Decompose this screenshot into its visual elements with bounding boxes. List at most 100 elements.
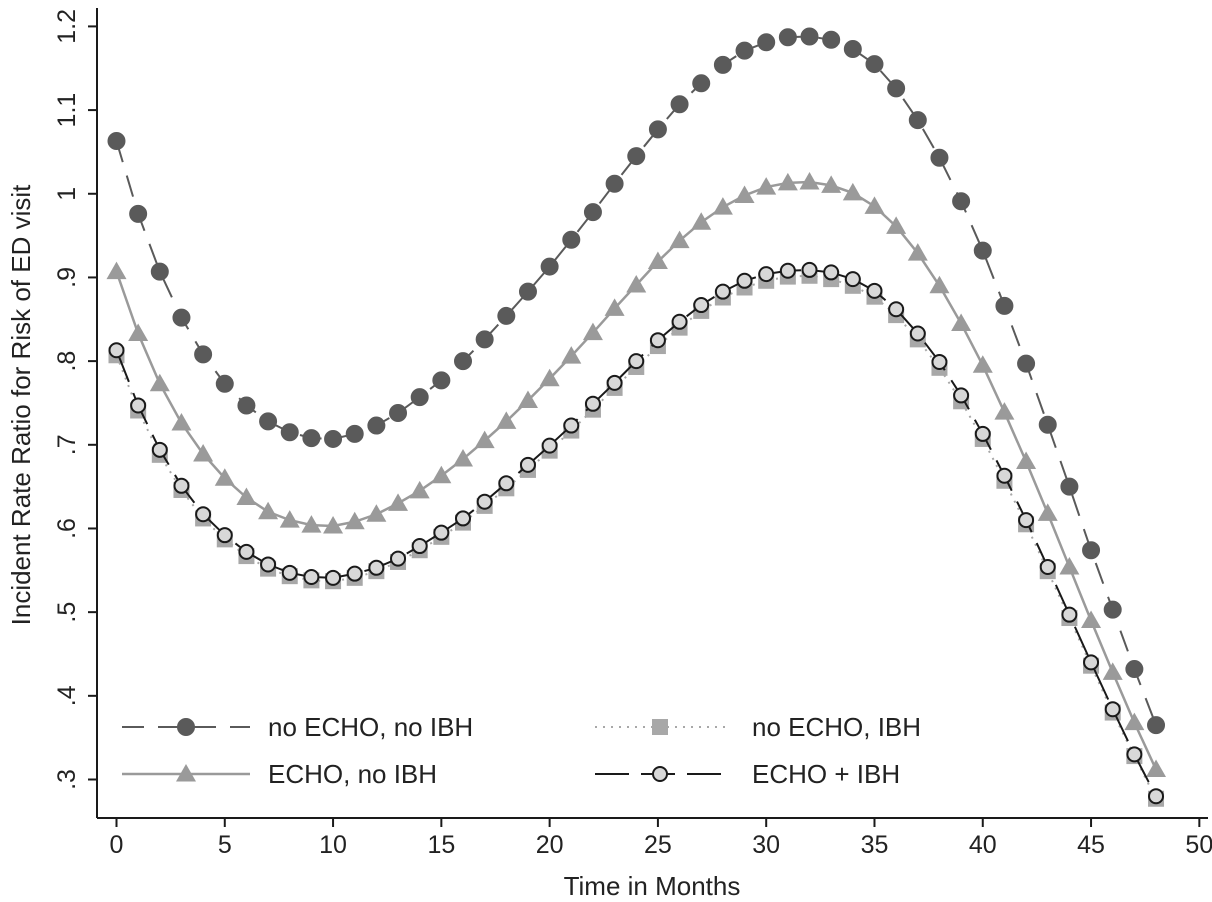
data-point [409,480,430,499]
data-point [303,569,320,586]
data-point [410,388,429,407]
data-point [324,429,343,448]
series-3 [106,172,1167,777]
x-tick-label: 10 [319,831,347,859]
data-point [260,556,277,573]
data-point [995,296,1014,315]
y-tick-label: .5 [53,602,81,623]
data-point [671,313,688,330]
legend-label: no ECHO, IBH [752,712,921,742]
data-point [844,271,861,288]
y-tick-label: .3 [53,769,81,790]
data-point [822,30,841,49]
data-point [389,404,408,422]
y-tick-label: .9 [53,267,81,288]
series-1 [107,27,1166,735]
data-point [411,538,428,555]
x-tick-label: 40 [969,831,997,859]
data-point [1148,788,1165,805]
y-tick-label: 1 [53,187,81,201]
data-point [193,444,214,462]
y-tick-label: 1.1 [53,93,81,128]
data-point [561,346,582,364]
data-point [756,177,777,195]
data-point [693,297,710,314]
data-point [886,216,907,234]
data-point [865,55,884,74]
data-point [107,132,126,151]
data-point [649,332,666,349]
data-point [823,264,840,281]
data-point [497,306,516,325]
data-point [583,203,602,222]
data-point [800,27,819,46]
data-point [1124,712,1145,731]
legend-marker [177,718,195,736]
data-point [498,475,515,492]
data-point [454,352,473,371]
data-point [930,148,949,167]
series-4 [108,261,1165,805]
x-tick-label: 15 [427,831,455,859]
data-point [367,416,386,435]
data-point [215,374,234,393]
data-point [734,185,755,203]
data-point [519,456,536,473]
data-point [323,515,344,534]
data-point [433,524,450,541]
data-point [908,111,927,130]
y-tick-label: 1.2 [53,9,81,44]
data-point [216,527,233,544]
data-point [130,397,147,414]
legend-entry-4: ECHO + IBH [595,759,900,789]
data-point [1039,558,1056,575]
data-point [346,565,363,582]
data-point [388,493,409,511]
legend-marker [652,766,668,782]
axes: 0 5 10 15 20 25 30 35 40 45 50 .3 .4 .5 .6 .7 .8 .9 1 1.1 1.… [53,8,1212,859]
legend-entry-1: no ECHO, no IBH [122,712,473,742]
data-point [214,468,235,486]
data-point [129,204,148,223]
data-point [843,40,862,59]
data-point [606,374,623,391]
legend-label: ECHO + IBH [752,759,900,789]
data-point [974,425,991,442]
data-point [238,543,255,560]
x-tick-label: 5 [218,831,232,859]
data-point [345,424,364,443]
data-point [953,387,970,404]
series-line [115,35,1157,726]
data-point [994,402,1015,420]
data-point [929,275,950,294]
data-point [1060,477,1079,496]
x-tick-label: 50 [1185,831,1212,859]
data-point [1016,451,1037,470]
data-point [562,230,581,249]
data-point [736,272,753,289]
data-point [302,429,321,448]
data-point [1083,654,1100,671]
data-point [301,515,322,533]
x-tick-label: 25 [644,831,672,859]
series-2 [108,267,1165,807]
data-point [151,441,168,458]
data-point [1038,415,1057,434]
legend-entry-2: no ECHO, IBH [595,712,921,742]
data-point [779,262,796,279]
data-point [605,174,624,193]
data-point [1081,610,1102,629]
data-point [973,241,992,260]
x-tick-label: 35 [861,831,889,859]
legend: no ECHO, no IBH no ECHO, IBH ECHO, no IBH E… [122,712,921,789]
data-point [714,283,731,300]
data-point [496,411,517,429]
data-point [150,262,169,281]
plot-area [106,27,1167,807]
y-tick-label: .4 [53,685,81,706]
legend-label: no ECHO, no IBH [268,712,473,742]
data-point [432,371,451,390]
data-point [627,147,646,166]
data-point [259,412,278,431]
x-tick-label: 45 [1077,831,1105,859]
